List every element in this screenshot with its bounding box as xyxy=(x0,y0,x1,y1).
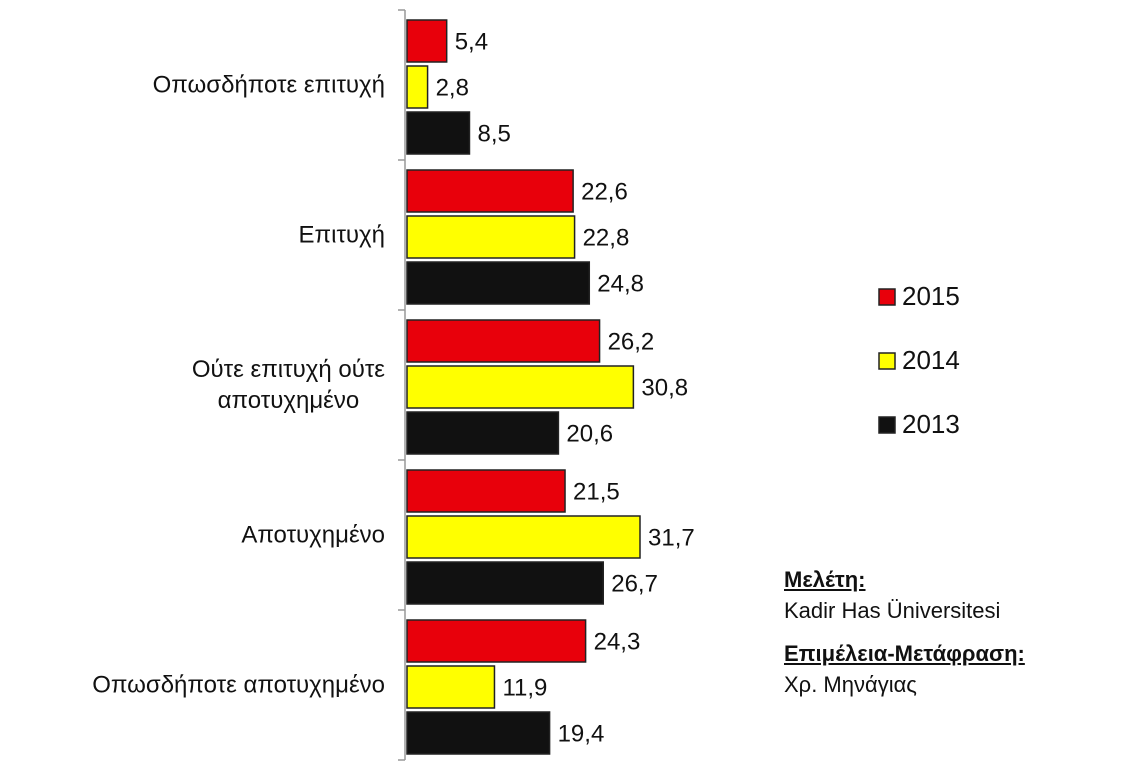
bar xyxy=(406,665,496,709)
legend-swatch xyxy=(878,352,896,370)
data-label: 22,8 xyxy=(583,224,630,251)
category-label: Οπωσδήποτε αποτυχημένο xyxy=(92,671,385,699)
category-label: Ούτε επιτυχή ούτε αποτυχημένο xyxy=(191,355,385,414)
note: Επιμέλεια-Μετάφραση: Χρ. Μηνάγιας xyxy=(784,639,1025,701)
note: Μελέτη: Kadir Has Üniversitesi xyxy=(784,565,1000,627)
legend-label: 2013 xyxy=(902,409,960,439)
bar xyxy=(406,365,635,409)
bar xyxy=(406,619,587,663)
data-label: 5,4 xyxy=(455,28,488,55)
data-label: 21,5 xyxy=(573,478,620,505)
note-label: Επιμέλεια-Μετάφραση: xyxy=(784,641,1025,666)
bar xyxy=(406,19,448,63)
data-label: 22,6 xyxy=(581,178,628,205)
data-label: 24,3 xyxy=(594,628,641,655)
data-label: 26,2 xyxy=(608,328,655,355)
bar xyxy=(406,561,604,605)
bar xyxy=(406,169,574,213)
legend-label: 2015 xyxy=(902,281,960,311)
data-label: 31,7 xyxy=(648,524,695,551)
data-label: 11,9 xyxy=(502,674,547,701)
data-label: 26,7 xyxy=(611,570,658,597)
data-label: 19,4 xyxy=(558,720,605,747)
note-text: Kadir Has Üniversitesi xyxy=(784,597,1001,623)
data-label: 8,5 xyxy=(477,120,510,147)
legend-swatch xyxy=(878,416,896,434)
category-label: Αποτυχημένο xyxy=(241,521,385,549)
category-label: Οπωσδήποτε επιτυχή xyxy=(152,71,385,99)
bar xyxy=(406,469,566,513)
bar xyxy=(406,515,641,559)
bar xyxy=(406,711,551,755)
note-label: Μελέτη: xyxy=(784,567,866,592)
data-label: 20,6 xyxy=(566,420,613,447)
bar xyxy=(406,65,429,109)
data-label: 2,8 xyxy=(436,74,469,101)
legend-swatch xyxy=(878,288,896,306)
legend-label: 2014 xyxy=(902,345,960,375)
note-text: Χρ. Μηνάγιας xyxy=(784,671,917,697)
data-label: 30,8 xyxy=(641,374,688,401)
category-label: Επιτυχή xyxy=(298,221,385,249)
data-label: 24,8 xyxy=(597,270,644,297)
bar xyxy=(406,411,560,455)
bar xyxy=(406,319,601,363)
bar xyxy=(406,261,591,305)
bar xyxy=(406,111,471,155)
bar xyxy=(406,215,576,259)
